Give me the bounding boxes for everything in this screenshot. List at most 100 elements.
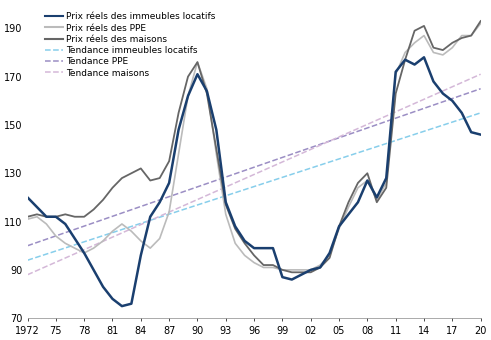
Prix réels des PPE — [478, 21, 484, 26]
Prix réels des maisons — [91, 207, 97, 211]
Prix réels des immeubles locatifs — [327, 251, 332, 255]
Prix réels des PPE — [242, 253, 247, 257]
Prix réels des PPE — [34, 215, 40, 219]
Prix réels des immeubles locatifs — [214, 128, 219, 132]
Prix réels des maisons — [72, 215, 78, 219]
Prix réels des PPE — [25, 217, 30, 221]
Prix réels des immeubles locatifs — [421, 55, 427, 59]
Prix réels des immeubles locatifs — [232, 224, 238, 228]
Prix réels des immeubles locatifs — [308, 268, 314, 272]
Prix réels des maisons — [468, 34, 474, 38]
Prix réels des maisons — [34, 212, 40, 216]
Prix réels des maisons — [402, 58, 408, 62]
Prix réels des PPE — [44, 222, 50, 226]
Prix réels des PPE — [166, 210, 172, 214]
Prix réels des PPE — [62, 241, 68, 245]
Prix réels des immeubles locatifs — [411, 63, 417, 67]
Prix réels des PPE — [204, 87, 210, 91]
Prix réels des maisons — [81, 215, 87, 219]
Prix réels des immeubles locatifs — [119, 304, 125, 308]
Prix réels des PPE — [440, 53, 446, 57]
Prix réels des PPE — [364, 178, 370, 183]
Prix réels des immeubles locatifs — [299, 273, 304, 277]
Prix réels des PPE — [383, 181, 389, 185]
Prix réels des maisons — [393, 91, 399, 96]
Prix réels des maisons — [100, 198, 106, 202]
Prix réels des maisons — [279, 268, 285, 272]
Prix réels des PPE — [449, 46, 455, 50]
Prix réels des immeubles locatifs — [223, 200, 229, 204]
Prix réels des PPE — [411, 41, 417, 45]
Prix réels des PPE — [355, 186, 361, 190]
Prix réels des maisons — [176, 111, 182, 115]
Prix réels des immeubles locatifs — [91, 268, 97, 272]
Prix réels des maisons — [346, 200, 352, 204]
Prix réels des maisons — [109, 186, 115, 190]
Prix réels des maisons — [194, 60, 200, 64]
Prix réels des maisons — [440, 48, 446, 52]
Prix réels des maisons — [138, 166, 144, 170]
Prix réels des immeubles locatifs — [176, 128, 182, 132]
Line: Prix réels des PPE: Prix réels des PPE — [27, 23, 481, 270]
Prix réels des PPE — [185, 94, 191, 98]
Prix réels des maisons — [25, 215, 30, 219]
Prix réels des immeubles locatifs — [204, 89, 210, 93]
Prix réels des immeubles locatifs — [109, 297, 115, 301]
Prix réels des maisons — [299, 270, 304, 274]
Prix réels des PPE — [299, 268, 304, 272]
Prix réels des PPE — [317, 263, 323, 267]
Prix réels des maisons — [317, 266, 323, 270]
Prix réels des PPE — [270, 266, 276, 270]
Prix réels des immeubles locatifs — [100, 285, 106, 289]
Prix réels des maisons — [355, 181, 361, 185]
Prix réels des PPE — [214, 152, 219, 156]
Prix réels des maisons — [289, 270, 295, 274]
Prix réels des immeubles locatifs — [194, 72, 200, 76]
Prix réels des maisons — [147, 178, 153, 183]
Prix réels des immeubles locatifs — [440, 91, 446, 96]
Prix réels des immeubles locatifs — [346, 212, 352, 216]
Prix réels des immeubles locatifs — [53, 215, 59, 219]
Prix réels des PPE — [327, 253, 332, 257]
Prix réels des maisons — [232, 227, 238, 231]
Prix réels des immeubles locatifs — [261, 246, 267, 250]
Prix réels des immeubles locatifs — [72, 236, 78, 240]
Prix réels des PPE — [129, 229, 135, 233]
Prix réels des immeubles locatifs — [251, 246, 257, 250]
Prix réels des PPE — [81, 251, 87, 255]
Prix réels des immeubles locatifs — [44, 215, 50, 219]
Prix réels des PPE — [223, 212, 229, 216]
Prix réels des maisons — [204, 91, 210, 96]
Prix réels des immeubles locatifs — [270, 246, 276, 250]
Prix réels des PPE — [459, 34, 464, 38]
Prix réels des maisons — [364, 171, 370, 175]
Prix réels des PPE — [138, 239, 144, 243]
Prix réels des immeubles locatifs — [166, 181, 172, 185]
Prix réels des PPE — [72, 246, 78, 250]
Prix réels des maisons — [62, 212, 68, 216]
Prix réels des PPE — [147, 246, 153, 250]
Prix réels des maisons — [336, 224, 342, 228]
Prix réels des PPE — [100, 239, 106, 243]
Prix réels des PPE — [336, 227, 342, 231]
Prix réels des immeubles locatifs — [355, 200, 361, 204]
Prix réels des immeubles locatifs — [402, 58, 408, 62]
Prix réels des maisons — [411, 29, 417, 33]
Prix réels des immeubles locatifs — [478, 133, 484, 137]
Prix réels des immeubles locatifs — [185, 94, 191, 98]
Prix réels des immeubles locatifs — [157, 200, 163, 204]
Prix réels des immeubles locatifs — [459, 111, 464, 115]
Prix réels des immeubles locatifs — [25, 195, 30, 200]
Prix réels des PPE — [91, 246, 97, 250]
Line: Prix réels des maisons: Prix réels des maisons — [27, 21, 481, 272]
Prix réels des PPE — [374, 198, 380, 202]
Prix réels des immeubles locatifs — [383, 176, 389, 180]
Prix réels des maisons — [261, 263, 267, 267]
Prix réels des PPE — [346, 205, 352, 209]
Prix réels des immeubles locatifs — [393, 70, 399, 74]
Prix réels des maisons — [327, 256, 332, 260]
Prix réels des maisons — [308, 270, 314, 274]
Prix réels des immeubles locatifs — [129, 302, 135, 306]
Prix réels des immeubles locatifs — [364, 178, 370, 183]
Prix réels des PPE — [232, 241, 238, 245]
